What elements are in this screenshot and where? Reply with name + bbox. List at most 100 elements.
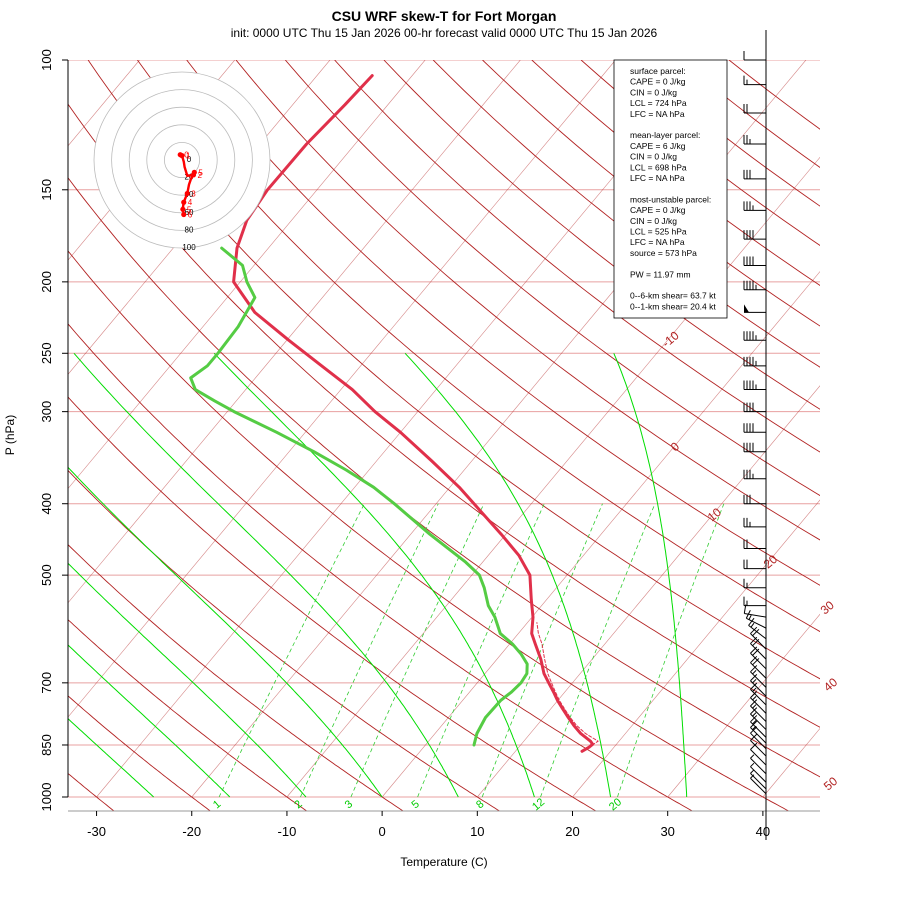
y-tick-label: 400 xyxy=(39,493,54,515)
wind-barb xyxy=(743,578,766,589)
x-tick-label: 30 xyxy=(660,824,674,839)
wind-barb xyxy=(750,742,767,766)
temperature-line xyxy=(232,74,595,753)
info-line: 0--1-km shear= 20.4 kt xyxy=(630,301,716,311)
dry-adiabat-line xyxy=(235,60,820,541)
x-axis-label: Temperature (C) xyxy=(400,855,487,869)
parcel-line xyxy=(536,622,599,746)
wind-barb xyxy=(743,380,766,391)
y-axis-label: P (hPa) xyxy=(3,415,17,455)
info-line: source = 573 hPa xyxy=(630,248,697,258)
y-tick-label: 850 xyxy=(39,734,54,756)
isotherm-line xyxy=(68,60,426,490)
hodograph-ring xyxy=(111,89,253,231)
hodograph-point-label: 0 xyxy=(184,151,189,160)
hodograph-ring-label: 20 xyxy=(185,173,194,182)
wind-barb xyxy=(743,494,766,505)
info-line: surface parcel: xyxy=(630,66,686,76)
moist-adiabat-line xyxy=(404,352,612,798)
y-tick-label: 200 xyxy=(39,271,54,293)
hodograph-point-label: 5 xyxy=(187,205,192,214)
wind-barb xyxy=(750,762,767,783)
moist-adiabat-line xyxy=(68,466,383,798)
y-tick-label: 150 xyxy=(39,179,54,201)
hodograph-point xyxy=(179,153,185,159)
moist-adiabat-line xyxy=(213,352,535,798)
dry-adiabat-line xyxy=(68,544,404,811)
hodograph-point xyxy=(181,211,187,218)
y-tick-label: 300 xyxy=(39,401,54,423)
dry-adiabat-line xyxy=(68,250,790,811)
wind-barb xyxy=(743,423,766,433)
wind-barb xyxy=(750,769,767,790)
hodograph-point-label: 2 xyxy=(197,171,202,180)
info-line: CAPE = 0 J/kg xyxy=(630,77,686,87)
x-tick-label: 0 xyxy=(379,824,386,839)
wind-barb xyxy=(748,617,767,640)
moist-adiabat-lines xyxy=(68,352,688,798)
dry-adiabat-line xyxy=(432,60,820,368)
hodograph-point-label: 5 xyxy=(198,168,203,177)
isotherm-line xyxy=(68,60,521,604)
hodograph-point xyxy=(184,190,190,197)
hodograph-ring-label: 60 xyxy=(185,208,194,217)
hodograph-point xyxy=(191,169,197,175)
wind-barb xyxy=(743,134,766,145)
mixing-ratio-line xyxy=(350,503,485,798)
hodograph-point-label: 3 xyxy=(191,189,196,198)
mixing-ratio-line xyxy=(540,503,656,798)
wind-barb xyxy=(743,559,766,570)
wind-barb xyxy=(743,256,766,266)
wind-barb xyxy=(744,304,766,313)
x-tick-label: -20 xyxy=(182,824,201,839)
info-line: CIN = 0 J/kg xyxy=(630,216,677,226)
mixing-ratio-line xyxy=(300,503,439,798)
dry-adiabat-line xyxy=(68,323,694,811)
wind-barb xyxy=(750,733,767,757)
info-line: LCL = 724 hPa xyxy=(630,98,687,108)
isotherm-line xyxy=(286,156,820,798)
axes: -30 -20 -10 0 10 20 30 401001502002503004005007… xyxy=(39,49,770,839)
wind-barb xyxy=(743,331,766,341)
mixing-ratio-line xyxy=(617,503,725,798)
info-line: PW = 11.97 mm xyxy=(630,269,691,279)
wind-barb xyxy=(743,280,766,291)
mixing-ratio-lines xyxy=(218,503,725,798)
x-tick-label: -10 xyxy=(278,824,297,839)
hodograph-ring-label: 100 xyxy=(182,243,196,252)
moist-adiabat-line xyxy=(613,353,688,798)
hodograph-point xyxy=(181,199,187,205)
y-tick-label: 1000 xyxy=(39,783,54,812)
hodograph-bg xyxy=(93,71,271,249)
wind-barb xyxy=(750,655,767,679)
info-line: mean-layer parcel: xyxy=(630,130,700,140)
wind-barb xyxy=(743,402,766,413)
hodograph-ring-label: 0 xyxy=(187,155,192,164)
info-line: CAPE = 0 J/kg xyxy=(630,205,686,215)
wind-barb xyxy=(743,356,766,367)
hodograph-point xyxy=(180,206,186,212)
wind-barb xyxy=(750,682,767,706)
chart-title: CSU WRF skew-T for Fort Morgan xyxy=(332,8,557,24)
hodograph-point-label: 6 xyxy=(188,211,193,220)
wind-barb xyxy=(750,626,767,650)
wind-barb xyxy=(750,665,767,688)
dewpoint-line xyxy=(189,246,529,747)
wind-barb xyxy=(743,169,766,180)
x-tick-label: -30 xyxy=(87,824,106,839)
y-tick-label: 250 xyxy=(39,342,54,364)
wind-barb xyxy=(750,774,767,795)
isotherm-line xyxy=(572,499,820,798)
dry-adiabat-line xyxy=(68,469,501,811)
sounding-series xyxy=(189,74,599,753)
mixing-ratio-line xyxy=(481,503,603,798)
info-line: LFC = NA hPa xyxy=(630,109,685,119)
wind-barb xyxy=(743,517,766,528)
moist-adiabat-line xyxy=(68,644,231,798)
wind-barbs xyxy=(743,30,767,840)
wind-barb xyxy=(743,442,766,453)
info-line: most-unstable parcel: xyxy=(630,194,711,204)
wind-barb xyxy=(743,201,766,211)
